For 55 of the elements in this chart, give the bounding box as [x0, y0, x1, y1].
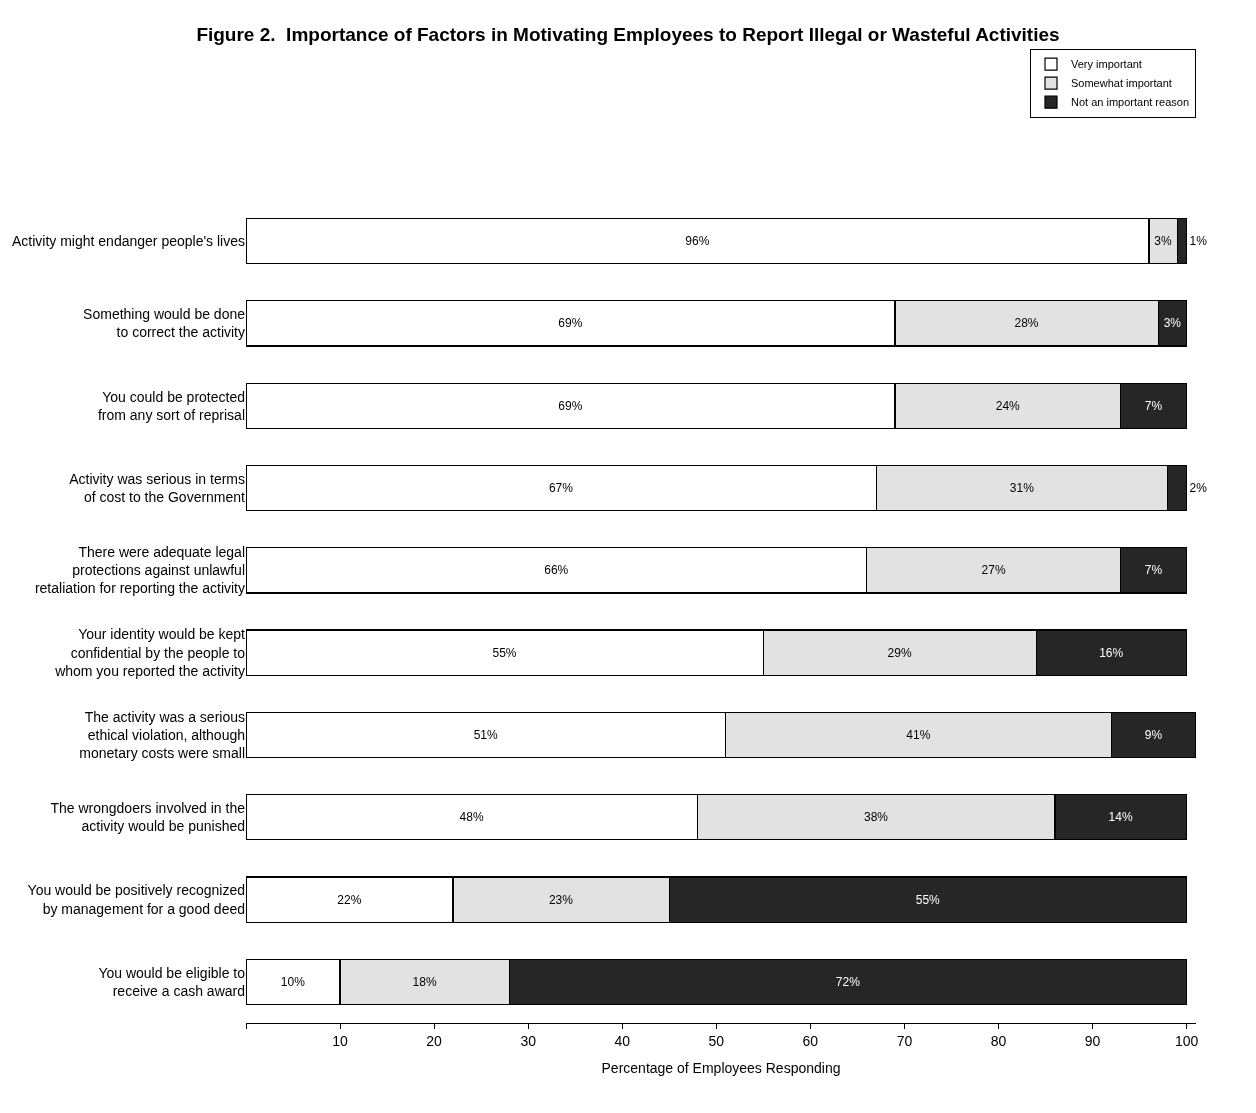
- x-tick-label: 10: [332, 1032, 349, 1049]
- data-label: 66%: [544, 563, 569, 578]
- data-label: 96%: [685, 234, 710, 249]
- y-tick-label: The wrongdoers involved in the activity would be punished: [50, 800, 246, 835]
- data-label: 38%: [864, 810, 889, 825]
- data-label: 28%: [1014, 316, 1039, 331]
- x-tick-label: 70: [896, 1032, 913, 1049]
- y-tick-label: You would be eligible to receive a cash award: [98, 964, 246, 999]
- legend-label: Somewhat important: [1071, 77, 1172, 90]
- x-tick-label: 40: [614, 1032, 631, 1049]
- data-label: 9%: [1144, 727, 1163, 742]
- data-label: 69%: [558, 316, 583, 331]
- x-tick-label: 30: [520, 1032, 537, 1049]
- y-tick-label: You would be positively recognized by management for a good deed: [27, 882, 245, 917]
- data-label: 55%: [915, 892, 941, 907]
- y-tick-label: Activity was serious in terms of cost to the Government: [69, 470, 246, 506]
- data-label: 14%: [1108, 810, 1133, 825]
- data-label: 72%: [835, 974, 861, 989]
- data-label: 10%: [280, 974, 306, 989]
- x-tick-label: 80: [990, 1032, 1007, 1049]
- data-label: 41%: [906, 727, 931, 742]
- y-tick-label: Something would be done to correct the activity: [83, 306, 246, 341]
- data-label: 48%: [459, 810, 484, 825]
- x-tick-label: 60: [802, 1032, 819, 1049]
- chart-title: Figure 2. Importance of Factors in Motivating Employees to Report Illegal or Wasteful Activities: [196, 24, 1060, 46]
- data-label: 67%: [548, 481, 574, 496]
- x-axis-title: Percentage of Employees Responding: [601, 1060, 841, 1077]
- x-tick-label: 50: [708, 1032, 725, 1049]
- data-label: 51%: [473, 727, 499, 742]
- data-label: 18%: [412, 974, 437, 989]
- data-label: 29%: [887, 645, 912, 660]
- data-label: 3%: [1163, 316, 1182, 331]
- y-tick-label: There were adequate legal protections against unlawful retaliation for reporting the activity: [34, 544, 245, 597]
- data-label: 16%: [1099, 645, 1124, 660]
- data-label: 22%: [337, 892, 362, 907]
- x-tick-label: 100: [1174, 1032, 1199, 1049]
- data-label: 7%: [1144, 398, 1163, 413]
- legend-label: Very important: [1071, 58, 1142, 71]
- data-label: 24%: [995, 398, 1021, 413]
- legend-label: Not an important reason: [1071, 96, 1190, 109]
- data-label: 2%: [1189, 481, 1208, 496]
- y-tick-label: The activity was a serious ethical violation, although monetary costs were small: [79, 708, 245, 762]
- data-label: 23%: [548, 892, 574, 907]
- data-label: 27%: [981, 563, 1006, 578]
- x-tick-label: 20: [426, 1032, 443, 1049]
- y-tick-label: Activity might endanger people's lives: [11, 233, 245, 250]
- y-tick-label: You could be protected from any sort of reprisal: [97, 388, 245, 423]
- data-label: 69%: [558, 398, 583, 413]
- data-label: 7%: [1144, 563, 1163, 578]
- data-label: 3%: [1154, 234, 1172, 249]
- x-tick-label: 90: [1084, 1032, 1101, 1049]
- data-label: 1%: [1189, 234, 1208, 249]
- y-tick-label: Your identity would be kept confidential by the people to whom you reported the activity: [54, 626, 246, 679]
- data-label: 31%: [1009, 481, 1035, 496]
- data-label: 55%: [492, 645, 517, 660]
